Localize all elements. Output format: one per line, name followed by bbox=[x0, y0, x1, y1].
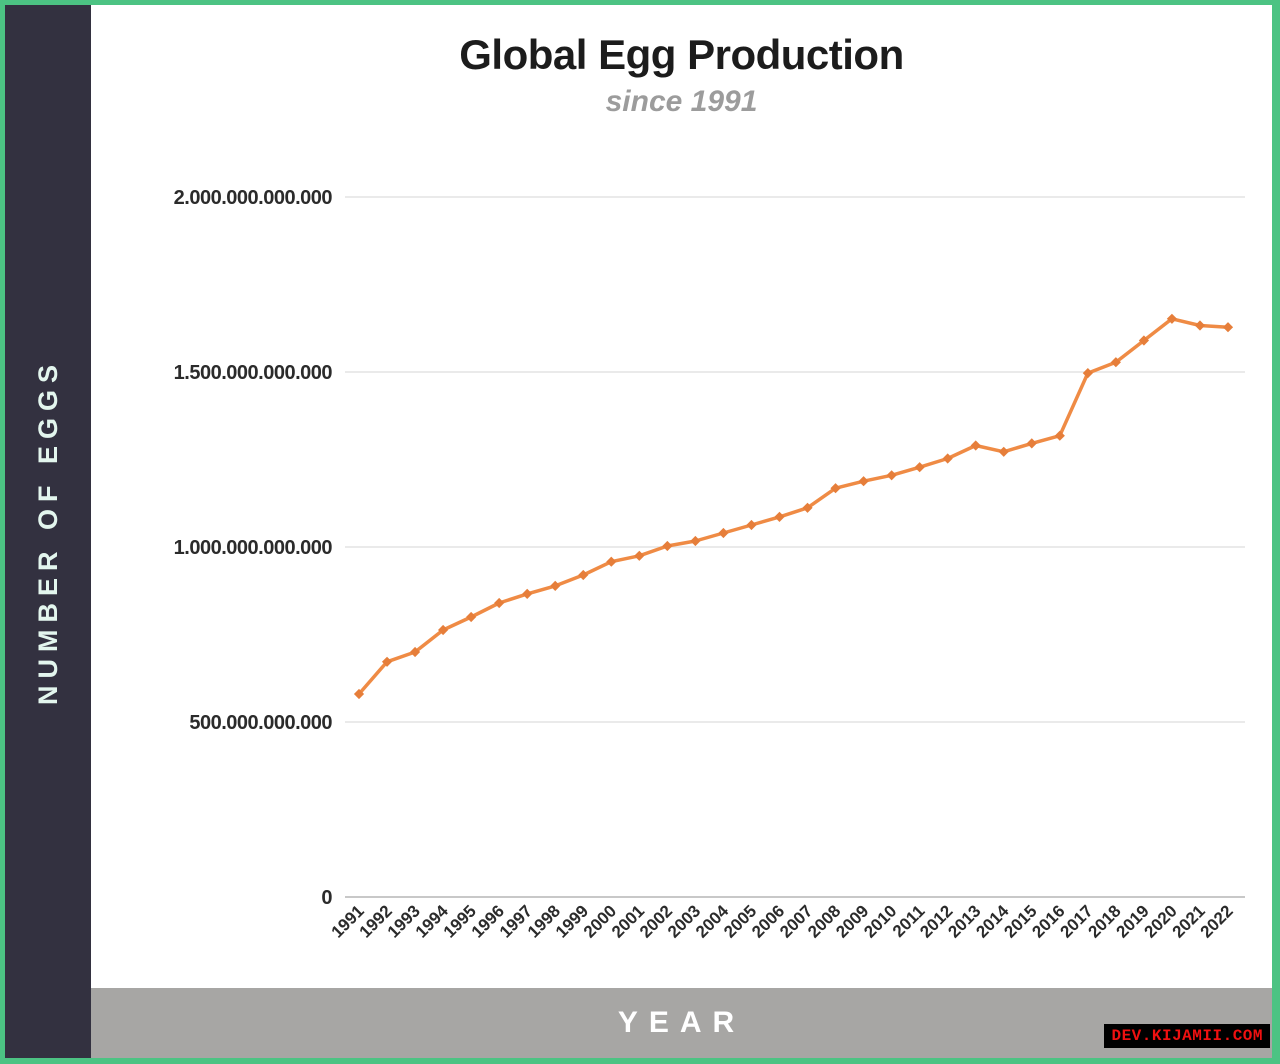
data-point-marker bbox=[1110, 357, 1121, 368]
x-axis-title: YEAR bbox=[617, 1006, 746, 1039]
data-point-marker bbox=[858, 476, 869, 487]
x-tick-labels: 1991199219931994199519961997199819992000… bbox=[328, 901, 1237, 942]
y-tick-label: 0 bbox=[321, 887, 332, 909]
data-point-marker bbox=[550, 580, 561, 591]
y-tick-label: 1.500.000.000.000 bbox=[174, 362, 333, 384]
data-point-marker bbox=[746, 519, 757, 531]
data-point-marker bbox=[718, 527, 729, 539]
data-point-marker bbox=[1054, 430, 1065, 441]
y-tick-labels: 0 500.000.000.000 1.000.000.000.000 1.500.0… bbox=[174, 187, 333, 909]
chart-panel: Global Egg Production since 1991 0 500.00… bbox=[91, 5, 1272, 1058]
y-axis-title: NUMBER OF EGGS bbox=[32, 357, 63, 705]
data-line bbox=[357, 317, 1230, 696]
chart-title: Global Egg Production bbox=[459, 31, 904, 78]
data-point-marker bbox=[690, 535, 701, 547]
data-point-marker bbox=[774, 511, 785, 522]
x-tick-label: 2022 bbox=[1197, 901, 1237, 941]
y-axis-title-bar: NUMBER OF EGGS bbox=[5, 5, 91, 1058]
gridlines bbox=[345, 196, 1245, 898]
x-axis-title-bar: YEAR DEV.KIJAMII.COM bbox=[91, 988, 1272, 1058]
data-point-marker bbox=[998, 446, 1009, 457]
data-point-marker bbox=[914, 462, 925, 473]
data-point-marker bbox=[1026, 438, 1037, 449]
y-tick-label: 500.000.000.000 bbox=[189, 712, 332, 734]
data-point-marker bbox=[522, 588, 533, 599]
y-tick-label: 1.000.000.000.000 bbox=[174, 537, 333, 559]
data-point-marker bbox=[1138, 335, 1149, 346]
data-point-marker bbox=[886, 470, 897, 481]
data-point-marker bbox=[1082, 368, 1093, 379]
data-point-marker bbox=[634, 550, 645, 561]
y-tick-label: 2.000.000.000.000 bbox=[174, 187, 333, 209]
egg-production-line-chart: 0 500.000.000.000 1.000.000.000.000 1.500.0… bbox=[174, 187, 1245, 942]
data-point-marker bbox=[1166, 313, 1178, 324]
watermark-badge: DEV.KIJAMII.COM bbox=[1104, 1024, 1270, 1048]
data-point-marker bbox=[1194, 320, 1206, 331]
chart-subtitle: since 1991 bbox=[605, 85, 758, 118]
chart-card: Global Egg Production since 1991 0 500.00… bbox=[91, 5, 1272, 988]
data-point-marker bbox=[662, 540, 673, 552]
chart-header: Global Egg Production since 1991 bbox=[91, 31, 1272, 119]
data-point-marker bbox=[1222, 322, 1234, 333]
